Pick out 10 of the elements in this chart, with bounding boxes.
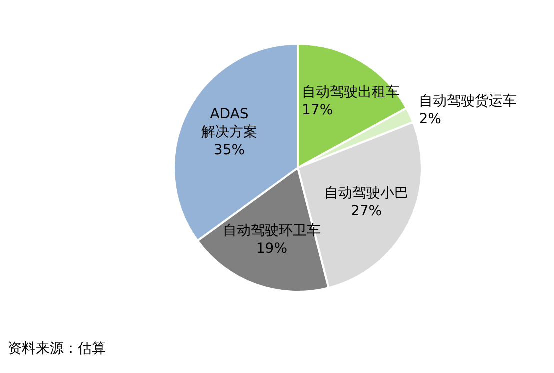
slice-label: ADAS 解决方案 (202, 106, 258, 141)
text: 资料来源：估算 (8, 340, 106, 358)
data-label: 19% (256, 240, 288, 257)
slice-label: 自动驾驶货运车 (419, 94, 518, 110)
slice-label: 自动驾驶环卫车 (222, 222, 321, 239)
data-label: 17% (302, 102, 334, 118)
data-label: 27% (350, 204, 382, 220)
slice-label: 自动驾驶小巴 (324, 186, 408, 202)
data-label: 2% (419, 112, 442, 128)
data-label: 35% (214, 142, 246, 159)
